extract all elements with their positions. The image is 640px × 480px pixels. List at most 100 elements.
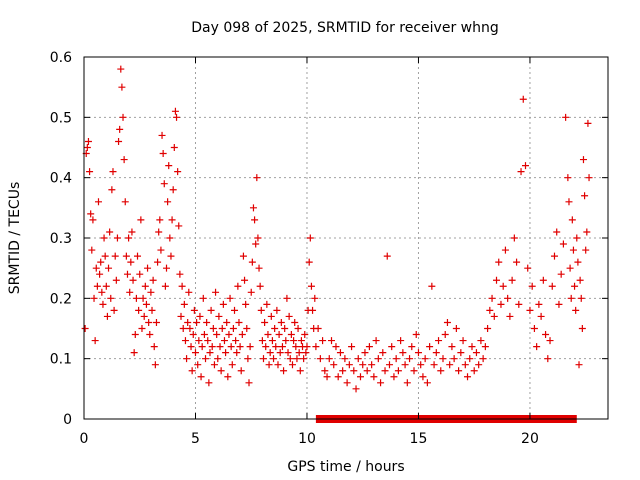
- data-point: [210, 361, 218, 369]
- data-point: [281, 325, 289, 332]
- data-point: [571, 282, 579, 290]
- data-point: [255, 264, 263, 272]
- data-point: [108, 186, 116, 194]
- data-point: [550, 252, 558, 260]
- data-point: [132, 294, 140, 302]
- data-point: [180, 300, 188, 308]
- data-point: [577, 294, 585, 302]
- data-point: [199, 294, 207, 302]
- data-point: [284, 349, 292, 357]
- data-point: [446, 361, 454, 369]
- x-tick-label: 0: [80, 431, 89, 447]
- data-point: [314, 325, 322, 332]
- data-point: [137, 216, 145, 224]
- data-point: [140, 312, 148, 320]
- data-point: [256, 282, 264, 290]
- data-point: [164, 198, 172, 206]
- data-point: [495, 258, 503, 266]
- data-point: [119, 113, 127, 121]
- data-point: [135, 306, 143, 314]
- data-point: [229, 325, 237, 332]
- data-point: [579, 156, 587, 164]
- data-point: [432, 349, 440, 357]
- data-point: [245, 379, 253, 387]
- data-point: [488, 294, 496, 302]
- data-point: [497, 300, 505, 308]
- data-point: [136, 270, 144, 278]
- data-point: [88, 246, 96, 254]
- data-point: [112, 276, 120, 284]
- data-point: [546, 337, 554, 345]
- data-point: [138, 325, 146, 332]
- data-point: [145, 318, 153, 326]
- data-point: [576, 276, 584, 284]
- data-point: [567, 294, 575, 302]
- data-point: [157, 246, 165, 254]
- data-point: [334, 373, 342, 381]
- data-point: [218, 325, 226, 332]
- data-point: [254, 234, 262, 242]
- data-point: [539, 276, 547, 284]
- data-point: [328, 337, 336, 345]
- data-point: [244, 355, 252, 363]
- data-point: [190, 306, 198, 314]
- data-point: [410, 367, 418, 375]
- data-point: [302, 349, 310, 357]
- data-point: [448, 343, 456, 351]
- data-point: [217, 367, 225, 375]
- data-point: [548, 282, 556, 290]
- data-point: [169, 186, 177, 194]
- data-point: [352, 385, 360, 393]
- data-point: [303, 343, 311, 351]
- data-point: [504, 294, 512, 302]
- data-point: [206, 349, 214, 357]
- data-point: [464, 373, 472, 381]
- data-point: [490, 312, 498, 320]
- data-point: [385, 361, 393, 369]
- data-point: [106, 228, 114, 236]
- data-point: [510, 234, 518, 242]
- x-axis-label: GPS time / hours: [287, 459, 404, 475]
- data-point: [564, 174, 572, 182]
- data-point: [226, 294, 234, 302]
- x-tick-label: 15: [410, 431, 428, 447]
- data-point: [204, 337, 212, 345]
- data-point: [325, 355, 333, 363]
- data-point: [568, 216, 576, 224]
- data-point: [117, 65, 125, 73]
- data-point: [528, 282, 536, 290]
- data-point: [151, 361, 159, 369]
- data-point: [222, 349, 230, 357]
- data-point: [274, 361, 282, 369]
- data-point: [428, 282, 436, 290]
- data-point: [450, 355, 458, 363]
- data-point: [359, 361, 367, 369]
- data-point: [161, 282, 169, 290]
- data-point: [585, 174, 593, 182]
- data-point: [265, 361, 273, 369]
- data-point: [263, 300, 271, 308]
- data-point: [562, 113, 570, 121]
- data-point: [243, 325, 251, 332]
- data-point: [267, 312, 275, 320]
- data-point: [121, 198, 129, 206]
- data-point: [278, 343, 286, 351]
- data-point: [191, 349, 199, 357]
- data-point: [316, 355, 324, 363]
- data-point: [129, 276, 137, 284]
- data-point: [131, 331, 139, 339]
- data-point: [212, 288, 220, 296]
- data-point: [282, 337, 290, 345]
- data-point: [251, 216, 259, 224]
- y-tick-label: 0.4: [50, 171, 72, 187]
- data-point: [148, 306, 156, 314]
- data-point: [214, 355, 222, 363]
- data-point: [439, 355, 447, 363]
- data-point: [168, 216, 176, 224]
- y-tick-label: 0.6: [50, 50, 72, 66]
- data-point: [238, 331, 246, 339]
- data-point: [470, 367, 478, 375]
- data-point: [537, 312, 545, 320]
- data-point: [105, 264, 113, 272]
- data-point: [345, 361, 353, 369]
